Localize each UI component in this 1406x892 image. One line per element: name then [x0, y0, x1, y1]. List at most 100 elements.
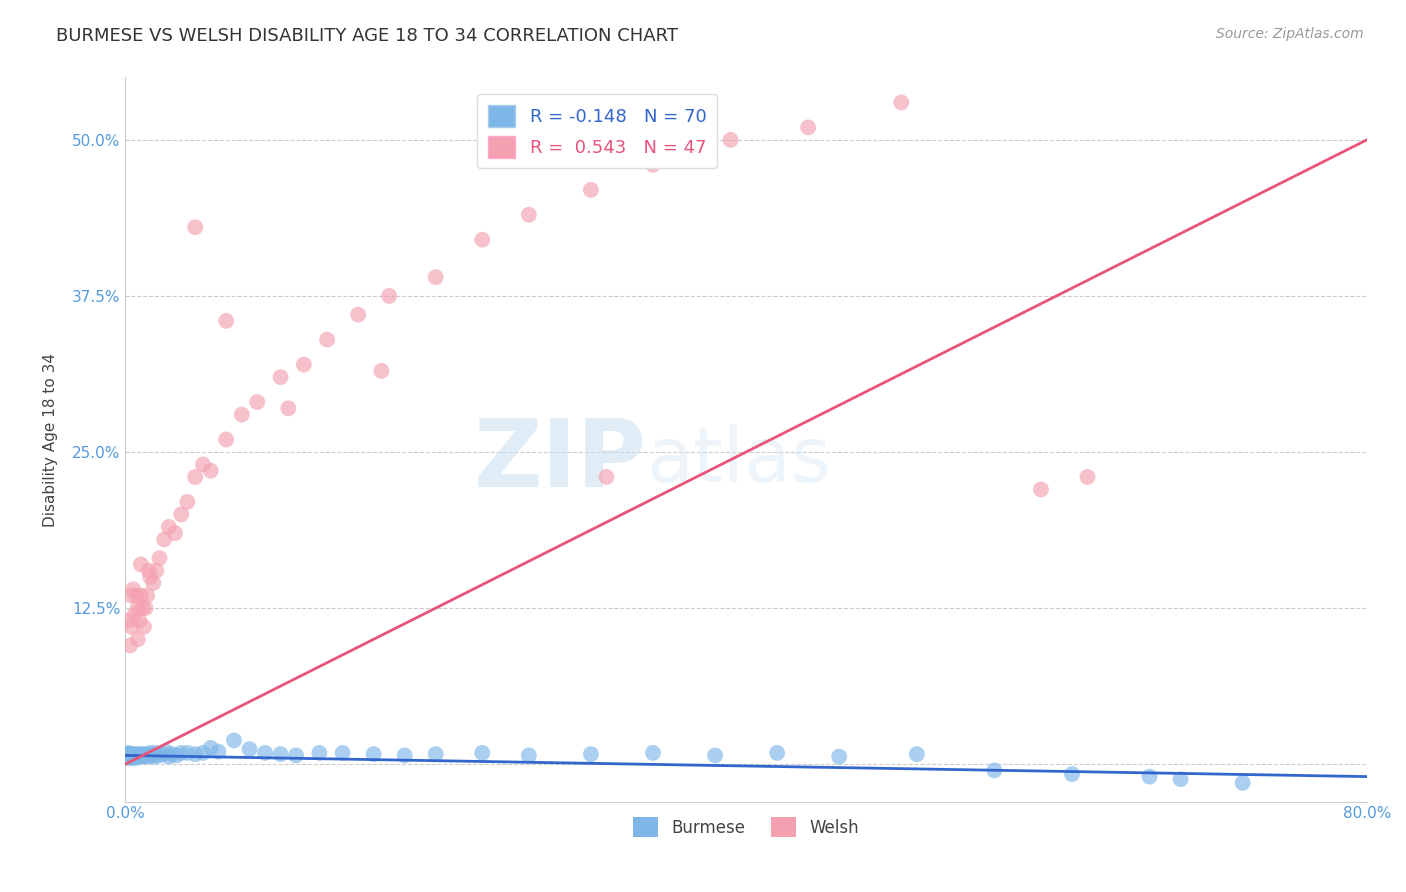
Point: [704, 748, 727, 763]
Point: [292, 358, 315, 372]
Point: [191, 458, 214, 472]
Point: [127, 749, 149, 764]
Point: [215, 314, 238, 328]
Point: [118, 748, 141, 763]
Point: [157, 520, 180, 534]
Point: [122, 748, 145, 763]
Point: [125, 747, 148, 761]
Point: [641, 158, 664, 172]
Point: [1232, 776, 1254, 790]
Point: [115, 747, 138, 761]
Point: [135, 747, 157, 761]
Legend: Burmese, Welsh: Burmese, Welsh: [627, 810, 866, 844]
Point: [148, 551, 170, 566]
Point: [890, 95, 912, 110]
Point: [153, 533, 176, 547]
Point: [129, 558, 152, 572]
Point: [517, 208, 540, 222]
Point: [115, 751, 138, 765]
Point: [124, 748, 146, 763]
Point: [142, 747, 165, 761]
Point: [152, 747, 174, 761]
Point: [136, 748, 159, 763]
Point: [425, 270, 447, 285]
Point: [308, 746, 330, 760]
Point: [142, 576, 165, 591]
Point: [125, 751, 148, 765]
Point: [184, 470, 207, 484]
Point: [1170, 772, 1192, 786]
Point: [121, 589, 143, 603]
Text: atlas: atlas: [647, 425, 832, 499]
Point: [231, 408, 253, 422]
Point: [138, 564, 160, 578]
Point: [131, 747, 153, 761]
Point: [471, 233, 494, 247]
Point: [128, 614, 150, 628]
Point: [145, 746, 167, 760]
Point: [170, 508, 193, 522]
Point: [176, 495, 198, 509]
Point: [797, 120, 820, 135]
Point: [191, 746, 214, 760]
Point: [200, 464, 222, 478]
Point: [127, 632, 149, 647]
Point: [363, 747, 385, 761]
Point: [155, 745, 177, 759]
Point: [145, 564, 167, 578]
Point: [122, 747, 145, 761]
Point: [332, 746, 354, 760]
Point: [170, 746, 193, 760]
Point: [143, 749, 166, 764]
Point: [766, 746, 789, 760]
Point: [122, 751, 145, 765]
Point: [128, 747, 150, 761]
Point: [1029, 483, 1052, 497]
Point: [905, 747, 928, 761]
Point: [176, 746, 198, 760]
Point: [215, 433, 238, 447]
Point: [121, 748, 143, 763]
Point: [122, 582, 145, 597]
Point: [246, 395, 269, 409]
Point: [129, 748, 152, 763]
Point: [238, 742, 260, 756]
Text: ZIP: ZIP: [474, 416, 647, 508]
Point: [720, 133, 742, 147]
Point: [135, 601, 157, 615]
Point: [124, 749, 146, 764]
Point: [148, 748, 170, 763]
Point: [270, 370, 292, 384]
Point: [118, 639, 141, 653]
Point: [121, 620, 143, 634]
Point: [200, 740, 222, 755]
Point: [138, 749, 160, 764]
Point: [184, 220, 207, 235]
Point: [316, 333, 339, 347]
Point: [139, 746, 162, 760]
Point: [121, 749, 143, 764]
Point: [277, 401, 299, 416]
Text: Source: ZipAtlas.com: Source: ZipAtlas.com: [1216, 27, 1364, 41]
Point: [139, 570, 162, 584]
Point: [1139, 770, 1161, 784]
Point: [641, 746, 664, 760]
Point: [370, 364, 392, 378]
Point: [131, 748, 153, 763]
Point: [1060, 767, 1083, 781]
Text: BURMESE VS WELSH DISABILITY AGE 18 TO 34 CORRELATION CHART: BURMESE VS WELSH DISABILITY AGE 18 TO 34…: [56, 27, 678, 45]
Point: [579, 747, 602, 761]
Point: [157, 749, 180, 764]
Point: [285, 748, 308, 763]
Point: [207, 745, 229, 759]
Point: [222, 733, 245, 747]
Point: [184, 747, 207, 761]
Point: [828, 749, 851, 764]
Point: [254, 746, 277, 760]
Point: [595, 470, 617, 484]
Point: [1076, 470, 1098, 484]
Y-axis label: Disability Age 18 to 34: Disability Age 18 to 34: [44, 352, 58, 526]
Point: [160, 747, 183, 761]
Point: [124, 607, 146, 622]
Point: [118, 747, 141, 761]
